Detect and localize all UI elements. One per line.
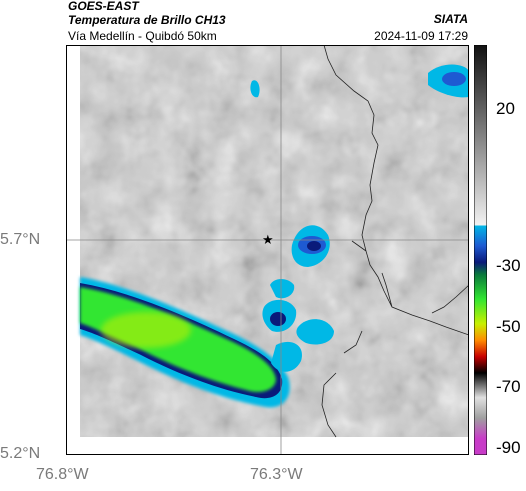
lon-tick-label: 76.8°W (36, 466, 89, 483)
convective-band (80, 277, 290, 408)
convective-cells (250, 64, 469, 372)
star-marker: ★ (262, 233, 274, 248)
lat-tick-label: 5.2°N (0, 445, 41, 462)
colorbar-label: -70 (496, 377, 521, 396)
colorbar (474, 45, 487, 455)
lon-tick-label: 76.3°W (250, 466, 303, 483)
brand-label: SIATA (433, 12, 468, 26)
colorbar-label: 20 (496, 99, 515, 118)
location-subtitle: Vía Medellín - Quibdó 50km (68, 29, 217, 43)
satellite-map: ★ (66, 45, 469, 455)
colorbar-label: -30 (496, 256, 521, 275)
colorbar-label: -90 (496, 438, 521, 457)
lat-tick-label: 5.7°N (0, 231, 41, 248)
colorbar-label: -50 (496, 317, 521, 336)
satellite-title: GOES-EAST (68, 0, 139, 13)
product-title: Temperatura de Brillo CH13 (68, 13, 226, 27)
region-borders (321, 45, 469, 438)
datetime-label: 2024-11-09 17:29 (374, 29, 468, 43)
